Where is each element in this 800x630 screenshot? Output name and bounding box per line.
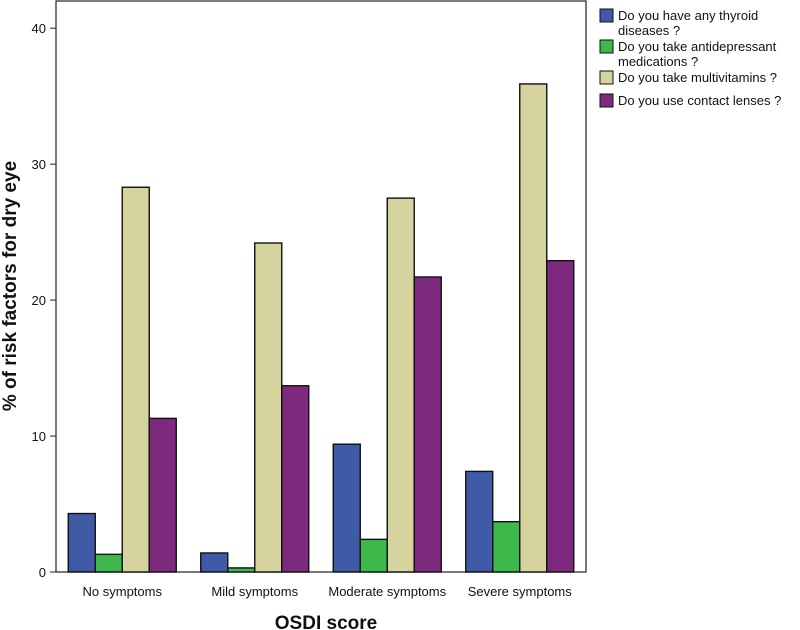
legend: Do you have any thyroid diseases ?Do you … — [599, 8, 781, 108]
y-tick-label: 40 — [32, 21, 46, 36]
bar — [519, 83, 548, 573]
bar — [148, 417, 177, 573]
bar — [359, 538, 388, 573]
y-axis: 0 10 20 30 40 — [32, 21, 56, 580]
legend-swatch — [599, 93, 614, 108]
bar — [281, 385, 310, 573]
bar — [121, 186, 150, 573]
x-axis: No symptoms Mild symptoms Moderate symptom… — [83, 584, 573, 599]
legend-swatch — [599, 8, 614, 23]
y-tick-label: 30 — [32, 157, 46, 172]
legend-label: Do you use contact lenses ? — [618, 93, 781, 108]
bar — [200, 552, 229, 573]
legend-label: Do you have any thyroid diseases ? — [618, 8, 758, 38]
legend-label-line: Do you have any thyroid — [618, 8, 758, 23]
y-tick-label: 10 — [32, 429, 46, 444]
bar — [94, 553, 123, 573]
legend-label-line: medications ? — [618, 54, 698, 69]
legend-label-line: Do you take multivitamins ? — [618, 70, 777, 85]
legend-label: Do you take multivitamins ? — [618, 70, 777, 85]
bar — [386, 197, 415, 573]
legend-label-line: diseases ? — [618, 23, 680, 38]
bar — [465, 470, 494, 573]
legend-label: Do you take antidepressant medications ? — [618, 39, 777, 69]
bar — [67, 512, 96, 573]
x-tick-label: No symptoms — [83, 584, 163, 599]
x-axis-title: OSDI score — [275, 613, 377, 630]
legend-swatch — [599, 39, 614, 54]
y-tick-label: 20 — [32, 293, 46, 308]
x-tick-label: Severe symptoms — [468, 584, 573, 599]
legend-label-line: Do you take antidepressant — [618, 39, 777, 54]
bar — [332, 443, 361, 573]
x-tick-label: Mild symptoms — [211, 584, 298, 599]
y-axis-title: % of risk factors for dry eye — [0, 161, 21, 411]
bars — [67, 83, 575, 573]
x-tick-label: Moderate symptoms — [328, 584, 446, 599]
bar — [254, 242, 283, 573]
legend-label-line: Do you use contact lenses ? — [618, 93, 781, 108]
legend-swatch — [599, 70, 614, 85]
bar — [546, 259, 575, 573]
bar — [492, 520, 521, 573]
bar — [413, 276, 442, 573]
y-tick-label: 0 — [39, 565, 46, 580]
bar — [227, 567, 256, 573]
